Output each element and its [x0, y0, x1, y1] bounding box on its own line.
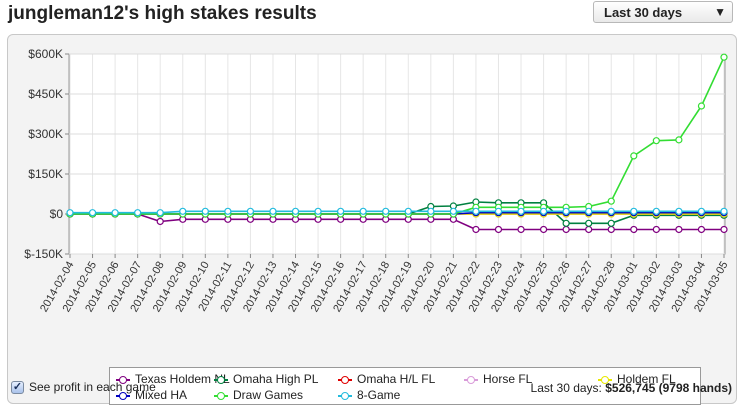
dropdown-arrow-icon: ▼	[714, 5, 726, 19]
data-point	[472, 207, 480, 215]
data-point	[652, 207, 660, 215]
data-point	[134, 209, 142, 217]
y-tick-label: $450K	[28, 87, 63, 101]
see-profit-checkbox[interactable]: ✓	[11, 381, 24, 394]
summary-prefix: Last 30 days:	[530, 381, 606, 395]
chart-panel: $-150K $0 $150K $300K $450K $600K 2014-02-04 20…	[7, 34, 737, 405]
legend-label: Holdem FL	[617, 372, 676, 386]
y-tick-label: $600K	[28, 47, 63, 61]
legend-label: 8-Game	[357, 388, 401, 402]
data-point	[652, 225, 660, 234]
data-point	[720, 225, 728, 234]
data-point	[404, 207, 412, 215]
legend-marker-icon	[214, 391, 228, 401]
series-line	[70, 56, 725, 215]
data-point	[562, 207, 570, 215]
series-line	[70, 213, 724, 231]
y-tick-label: $-150K	[24, 247, 63, 261]
data-point	[517, 225, 525, 234]
data-point	[607, 207, 615, 215]
data-point	[630, 152, 638, 160]
legend-item[interactable]: Horse FL	[464, 372, 532, 386]
data-point	[517, 207, 525, 215]
data-point	[201, 207, 209, 215]
legend-marker-icon	[338, 391, 352, 401]
data-point	[585, 219, 593, 227]
data-point	[359, 207, 367, 215]
data-point	[88, 209, 97, 217]
data-point	[697, 225, 706, 234]
data-point	[472, 225, 480, 234]
data-point	[314, 207, 322, 215]
legend-label: Mixed HA	[135, 388, 188, 402]
legend-marker-icon	[116, 391, 130, 401]
legend-label: Texas Holdem NL	[135, 372, 230, 386]
data-point	[585, 207, 593, 215]
date-range-value: Last 30 days	[604, 5, 683, 20]
legend-item[interactable]: Holdem FL	[598, 372, 676, 386]
series-line	[70, 210, 724, 214]
data-point	[246, 207, 255, 215]
legend-marker-icon	[598, 375, 612, 385]
data-point	[607, 197, 615, 205]
data-point	[607, 225, 615, 234]
y-tick-label: $0	[50, 207, 64, 221]
summary-hands: (9798 hands)	[658, 381, 732, 395]
data-point	[337, 207, 345, 215]
legend-label: Draw Games	[233, 388, 304, 402]
legend-item[interactable]: Texas Holdem NL	[116, 372, 230, 386]
legend-item[interactable]: Omaha High PL	[214, 372, 318, 386]
legend-item[interactable]: Omaha H/L FL	[338, 372, 435, 386]
page-title: jungleman12's high stakes results	[8, 3, 317, 24]
data-point	[675, 225, 683, 234]
data-point	[585, 225, 593, 234]
legend-marker-icon	[116, 375, 130, 385]
data-point	[539, 225, 548, 234]
data-point	[697, 102, 706, 110]
data-point	[291, 207, 300, 215]
legend-item[interactable]: 8-Game	[338, 388, 400, 402]
data-point	[630, 225, 638, 234]
data-point	[449, 207, 457, 215]
period-summary: Last 30 days: $526,745 (9798 hands)	[531, 381, 732, 395]
legend-label: Omaha High PL	[233, 372, 319, 386]
data-point	[179, 207, 187, 215]
legend-label: Omaha H/L FL	[357, 372, 436, 386]
data-point	[652, 137, 660, 145]
summary-amount: $526,745	[605, 381, 656, 395]
data-point	[675, 207, 683, 215]
data-point	[66, 209, 74, 217]
data-point	[494, 207, 503, 215]
chart-legend: Texas Holdem NL Omaha High PL Omaha H/L FL…	[109, 367, 701, 405]
data-point	[720, 53, 728, 61]
data-point	[630, 207, 638, 215]
legend-marker-icon	[464, 375, 478, 385]
data-point	[224, 207, 232, 215]
legend-item[interactable]: Draw Games	[214, 388, 303, 402]
legend-label: Horse FL	[483, 372, 533, 386]
data-point	[427, 207, 435, 215]
date-range-dropdown[interactable]: Last 30 days ▼	[593, 1, 733, 23]
see-profit-label: See profit in each game	[29, 380, 156, 394]
data-point	[539, 207, 548, 215]
legend-marker-icon	[214, 375, 228, 385]
data-point	[562, 225, 570, 234]
data-point	[697, 207, 706, 215]
data-point	[675, 136, 683, 144]
profit-line-chart: $-150K$0$150K$300K$450K$600K2014-02-0420…	[24, 47, 730, 314]
legend-item[interactable]: Mixed HA	[116, 388, 187, 402]
data-point	[111, 209, 119, 217]
plot-area	[68, 53, 726, 255]
data-point	[494, 225, 503, 234]
legend-marker-icon	[338, 375, 352, 385]
data-point	[156, 217, 164, 226]
y-tick-label: $300K	[28, 127, 63, 141]
data-point	[562, 219, 570, 227]
data-point	[269, 207, 277, 215]
data-point	[607, 219, 615, 227]
data-point	[382, 207, 390, 215]
data-point	[156, 209, 164, 217]
y-tick-label: $150K	[28, 167, 63, 181]
data-point	[720, 207, 728, 215]
